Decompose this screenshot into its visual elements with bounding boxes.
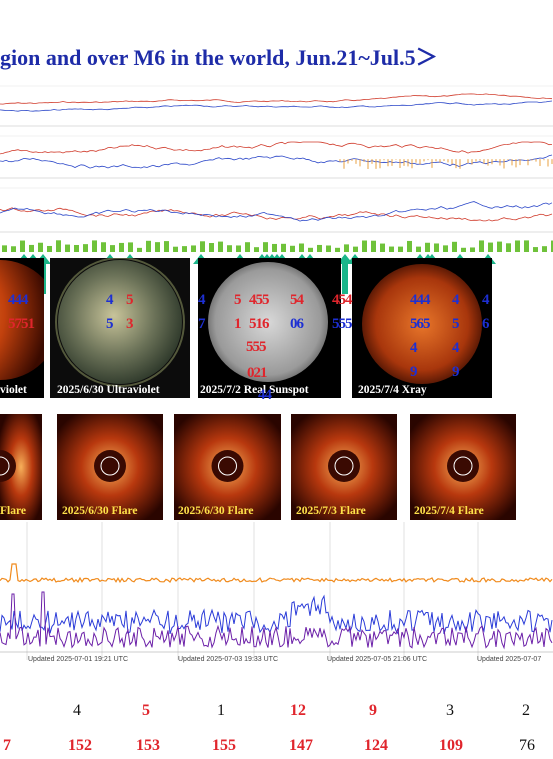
sunspot-number: 76 — [519, 737, 535, 754]
region-numbers: 555 — [246, 340, 266, 364]
region-number: 516 — [249, 316, 269, 332]
flare-image-4 — [291, 414, 397, 520]
region-number: 4 — [452, 292, 459, 308]
flare-count: 4 — [73, 702, 81, 719]
region-numbers: 4 5 4 9 — [452, 293, 459, 389]
flare-count: 5 — [142, 702, 150, 719]
region-numbers: 44 — [258, 387, 272, 412]
region-number: 4 — [410, 340, 417, 356]
region-number: 4 — [106, 292, 113, 308]
flare-count: 12 — [290, 702, 306, 719]
flare-image-3 — [174, 414, 281, 520]
solar-caption-2: 2025/6/30 Ultraviolet — [57, 384, 160, 396]
region-number: 5 — [106, 316, 113, 332]
flare-count: 9 — [369, 702, 377, 719]
region-number: 5751 — [8, 316, 35, 332]
region-number: 7 — [198, 316, 205, 332]
region-number: 9 — [410, 364, 417, 380]
region-number: 5 — [452, 316, 459, 332]
region-number: 454 — [332, 292, 352, 308]
region-numbers: 454 555 — [332, 293, 352, 341]
flare-count: 1 — [217, 702, 225, 719]
sunspot-number: 147 — [289, 737, 313, 754]
region-number: 44 — [258, 387, 272, 403]
flare-caption-3: 2025/6/30 Flare — [178, 505, 254, 517]
flare-timeseries-chart — [0, 522, 553, 660]
region-number: 4 — [452, 340, 459, 356]
flare-caption-5: 2025/7/4 Flare — [414, 505, 484, 517]
region-number: 455 — [249, 292, 269, 308]
region-number: 54 — [290, 292, 304, 308]
updated-label-1: Updated 2025-07-01 19:21 UTC — [28, 656, 129, 663]
flare-caption-1: Flare — [0, 505, 26, 517]
solar-image-1 — [0, 258, 44, 398]
region-number: 021 — [247, 365, 267, 381]
flare-count: 2 — [522, 702, 530, 719]
updated-label-2: Updated 2025-07-03 19:33 UTC — [178, 656, 279, 663]
solar-caption-3: 2025/7/2 Real Sunspot — [200, 384, 309, 396]
region-numbers: 021 — [247, 366, 267, 390]
solar-image-2 — [50, 258, 190, 398]
region-number: 4 — [482, 292, 489, 308]
flare-count: 3 — [446, 702, 454, 719]
region-number: 5 — [234, 292, 241, 308]
solar-image-4 — [352, 258, 492, 398]
sunspot-number: 153 — [136, 737, 160, 754]
region-number: 06 — [290, 316, 304, 332]
updated-label-3: Updated 2025-07-05 21:06 UTC — [327, 656, 428, 663]
region-number: 565 — [410, 316, 430, 332]
solar-caption-4: 2025/7/4 Xray — [358, 384, 427, 396]
solar-image-3 — [198, 258, 341, 398]
sunspot-number: 155 — [212, 737, 236, 754]
region-number: 1 — [234, 316, 241, 332]
region-number: 3 — [126, 316, 133, 332]
region-number: 555 — [246, 339, 266, 355]
sunspot-number: 109 — [439, 737, 463, 754]
region-numbers: 444 565 4 9 — [410, 293, 430, 389]
sunspot-number: 152 — [68, 737, 92, 754]
flare-image-2 — [57, 414, 163, 520]
updated-label-4: Updated 2025-07-07 — [477, 656, 542, 663]
region-number: 4 — [198, 292, 205, 308]
page-title: gion and over M6 in the world, Jun.21~Ju… — [0, 45, 438, 70]
flare-image-5 — [410, 414, 516, 520]
region-numbers: 444 5751 — [8, 292, 35, 341]
region-numbers: 54 06 — [290, 292, 304, 341]
solar-wind-charts — [0, 78, 553, 248]
sunspot-number: 124 — [364, 737, 388, 754]
solar-caption-1: violet — [0, 384, 27, 396]
region-numbers: 455 516 — [249, 293, 269, 341]
region-number: 5 — [126, 292, 133, 308]
flare-image-1 — [0, 414, 42, 520]
flare-caption-2: 2025/6/30 Flare — [62, 505, 138, 517]
region-number: 9 — [452, 364, 459, 380]
sunspot-number: 7 — [3, 737, 11, 754]
region-number: 444 — [410, 292, 430, 308]
region-number: 444 — [8, 292, 29, 308]
region-number: 6 — [482, 316, 489, 332]
region-number: 555 — [332, 316, 352, 332]
flare-caption-4: 2025/7/3 Flare — [296, 505, 366, 517]
